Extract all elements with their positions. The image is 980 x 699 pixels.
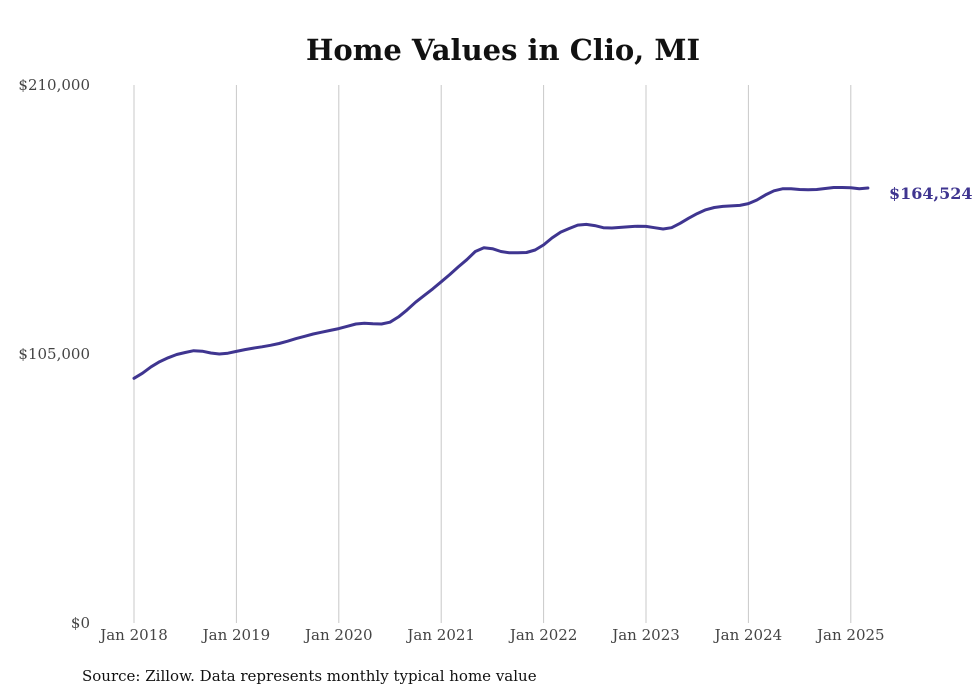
x-tick-label: Jan 2018 [98,626,168,644]
source-note: Source: Zillow. Data represents monthly … [82,667,537,685]
y-axis-ticks: $0 $105,000 $210,000 [18,76,90,632]
x-tick-label: Jan 2025 [815,626,885,644]
chart-title: Home Values in Clio, MI [306,33,700,67]
home-value-line [132,186,870,380]
x-tick-label: Jan 2023 [610,626,680,644]
latest-value-label: $164,524 [889,184,973,203]
gridlines [133,85,852,623]
x-tick-label: Jan 2024 [713,626,783,644]
x-tick-label: Jan 2020 [303,626,373,644]
x-tick-label: Jan 2021 [405,626,475,644]
y-tick-label: $0 [71,614,90,632]
x-axis-ticks: Jan 2018 Jan 2019 Jan 2020 Jan 2021 Jan 2022… [98,626,884,644]
y-tick-label: $105,000 [18,345,90,363]
x-tick-label: Jan 2022 [508,626,578,644]
y-tick-label: $210,000 [18,76,90,94]
x-tick-label: Jan 2019 [201,626,271,644]
